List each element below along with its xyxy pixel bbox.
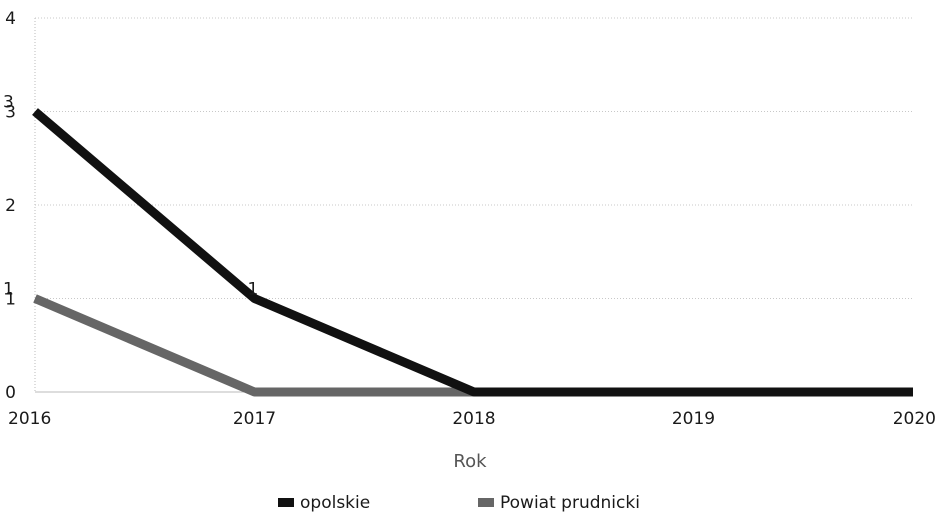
data-labels: 3 1 1 (3, 93, 258, 300)
y-axis: 0 1 2 3 4 (5, 9, 16, 403)
y-tick-label-1: 1 (5, 290, 16, 310)
y-tick-label-2: 2 (5, 196, 16, 216)
data-label: 1 (3, 280, 14, 300)
x-axis-title: Rok (453, 451, 487, 472)
legend-swatch (478, 498, 494, 507)
x-tick-label-2017: 2017 (233, 409, 276, 429)
data-label: 3 (3, 93, 14, 113)
x-axis: 2016 2017 2018 2019 2020 (8, 409, 936, 429)
series-line-powiat-prudnicki (33, 294, 913, 397)
y-tick-label-0: 0 (5, 383, 16, 403)
series-lines (32, 108, 913, 397)
y-tick-label-3: 3 (5, 103, 16, 123)
y-tick-label-4: 4 (5, 9, 16, 29)
legend-swatch (278, 498, 294, 507)
data-label: 1 (248, 280, 259, 300)
legend-label: opolskie (300, 493, 370, 513)
series-line-opolskie (32, 108, 913, 397)
x-tick-label-2019: 2019 (672, 409, 715, 429)
gridlines (34, 17, 913, 393)
x-tick-label-2016: 2016 (8, 409, 51, 429)
x-tick-label-2018: 2018 (452, 409, 495, 429)
legend: opolskie Powiat prudnicki (278, 493, 640, 513)
legend-label: Powiat prudnicki (500, 493, 640, 513)
x-tick-label-2020: 2020 (893, 409, 936, 429)
